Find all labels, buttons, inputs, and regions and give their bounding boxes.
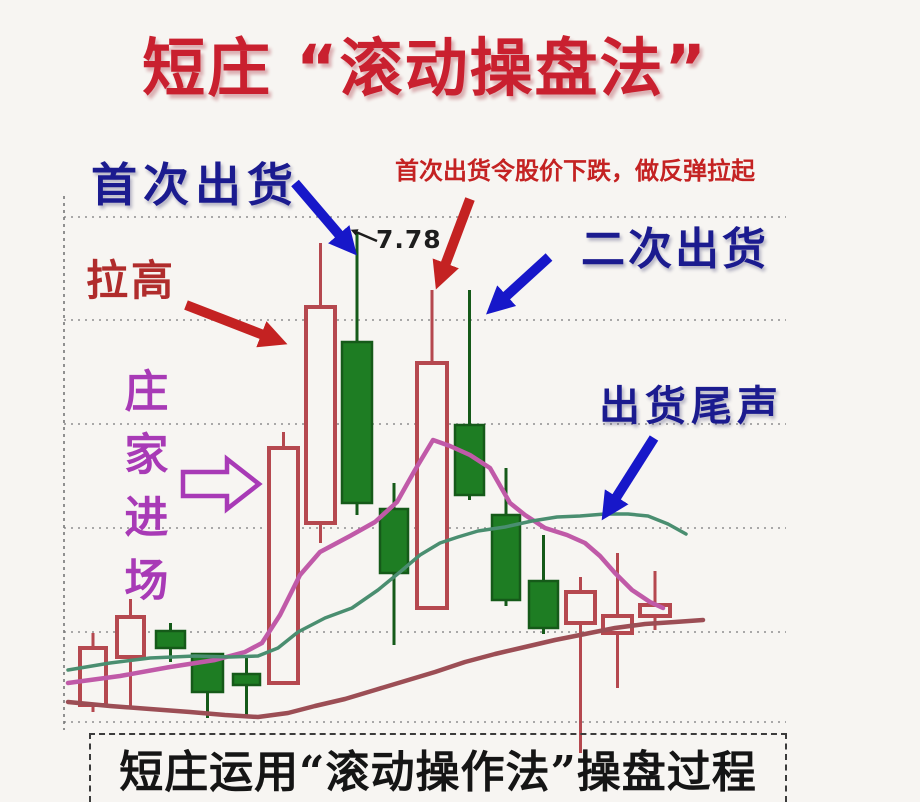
label-banker-entry: 庄家进场 [116, 368, 168, 620]
candle-down [154, 629, 187, 650]
ma-dark-red [65, 617, 706, 720]
peak-price-label: 7.78 [376, 225, 442, 254]
label-first-distribution: 首次出货 [91, 158, 299, 212]
price-pointer-arrow [350, 229, 378, 243]
distribution-tail-arrow [601, 435, 659, 521]
label-second-distribution: 二次出货 [581, 224, 769, 275]
second-distribution-arrow [486, 253, 553, 315]
candle-down [340, 340, 374, 505]
ma-pink [65, 437, 666, 686]
bottom-caption: 短庄运用“滚动操作法”操盘过程 [119, 747, 757, 798]
candle-up [564, 590, 597, 625]
label-pull-up: 拉高 [86, 256, 177, 305]
note-arrow [432, 197, 475, 290]
candle-up [267, 446, 300, 685]
candle-down [231, 672, 262, 687]
label-distribution-tail: 出货尾声 [599, 382, 783, 430]
label-first-distribution-note: 首次出货令股价下跌，做反弹拉起 [395, 157, 755, 185]
candle-down [378, 507, 410, 575]
page-title: 短庄 “滚动操盘法” [142, 32, 708, 105]
candle-down [527, 579, 560, 630]
candle-down [453, 423, 486, 497]
candle-up [415, 361, 449, 610]
caption-box: 短庄运用“滚动操作法”操盘过程 [89, 733, 787, 802]
pull-up-arrow [184, 300, 288, 348]
candle-up [304, 305, 337, 525]
first-distribution-arrow [291, 179, 357, 256]
banker-entry-arrow [180, 454, 263, 514]
candle-up [115, 615, 146, 659]
